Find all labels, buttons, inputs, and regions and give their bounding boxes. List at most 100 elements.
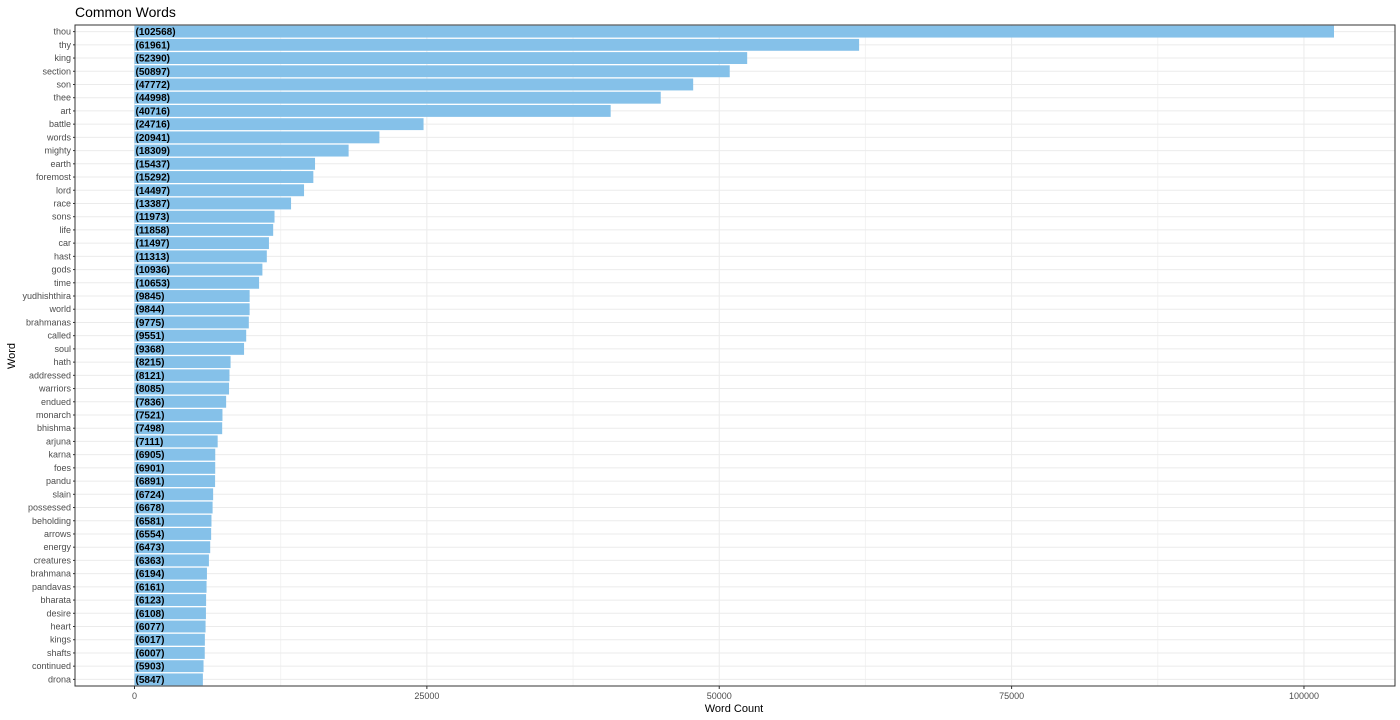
data-label: (9775) [136, 318, 165, 329]
bar-beholding [134, 514, 212, 527]
bar-slain [134, 488, 214, 501]
bar-kings [134, 633, 205, 646]
data-label: (44998) [136, 93, 170, 104]
data-label: (8215) [136, 358, 165, 369]
bar-called [134, 329, 247, 342]
bar-life [134, 223, 274, 236]
y-tick-label: kings [50, 635, 72, 645]
x-tick-label: 50000 [707, 691, 732, 701]
data-label: (9368) [136, 344, 165, 355]
data-label: (10936) [136, 265, 170, 276]
bar-sons [134, 210, 275, 223]
data-label: (102568) [136, 27, 176, 38]
bar-car [134, 237, 269, 250]
y-tick-label: energy [43, 542, 71, 552]
y-tick-label: heart [50, 622, 71, 632]
y-tick-label: foes [54, 463, 72, 473]
y-tick-label: race [53, 198, 71, 208]
bar-arrows [134, 528, 212, 540]
y-tick-label: shafts [47, 648, 72, 658]
y-tick-label: slain [52, 489, 71, 499]
x-tick-label: 0 [132, 691, 137, 701]
bar-addressed [134, 369, 230, 382]
bar-monarch [134, 409, 223, 421]
y-tick-label: bharata [40, 595, 71, 605]
bar-creatures [134, 554, 209, 567]
y-tick-label: thou [53, 27, 71, 37]
data-label: (6363) [136, 556, 165, 567]
y-tick-label: world [48, 304, 71, 314]
data-label: (6017) [136, 635, 165, 646]
y-tick-label: hast [54, 251, 72, 261]
bar-shafts [134, 647, 205, 659]
data-label: (6678) [136, 503, 165, 514]
y-tick-label: drona [48, 674, 71, 684]
data-label: (61961) [136, 40, 170, 51]
y-tick-label: arrows [44, 529, 72, 539]
bar-mighty [134, 144, 349, 157]
y-tick-label: endued [41, 397, 71, 407]
bar-bhishma [134, 422, 223, 435]
y-tick-label: car [58, 238, 71, 248]
bar-battle [134, 118, 424, 131]
y-tick-label: warriors [38, 384, 72, 394]
y-tick-label: karna [48, 450, 71, 460]
x-axis-label: Word Count [704, 703, 764, 715]
y-tick-label: hath [53, 357, 71, 367]
data-label: (15437) [136, 159, 170, 170]
data-label: (7498) [136, 424, 165, 435]
axes-layer: thou thy king section son thee art battle words m… [22, 27, 1319, 701]
data-label: (11973) [136, 212, 170, 223]
bar-brahmana [134, 567, 207, 580]
x-tick-label: 75000 [999, 691, 1024, 701]
data-label: (9844) [136, 305, 165, 316]
x-tick-label: 25000 [414, 691, 439, 701]
data-label: (6161) [136, 582, 165, 593]
y-tick-label: creatures [33, 555, 71, 565]
data-label: (11497) [136, 239, 170, 250]
y-tick-label: thee [53, 93, 71, 103]
bar-time [134, 276, 260, 289]
bar-brahmanas [134, 316, 249, 329]
bar-words [134, 131, 380, 144]
data-label: (6077) [136, 622, 165, 633]
x-tick-label: 100000 [1289, 691, 1319, 701]
y-tick-label: pandu [46, 476, 71, 486]
bar-lord [134, 184, 305, 197]
bar-foremost [134, 171, 314, 183]
data-label: (6901) [136, 463, 165, 474]
data-label: (50897) [136, 67, 170, 78]
y-tick-label: soul [54, 344, 71, 354]
bar-bharata [134, 594, 207, 607]
bar-energy [134, 541, 211, 554]
data-label: (8121) [136, 371, 165, 382]
y-tick-label: pandavas [32, 582, 72, 592]
bar-earth [134, 157, 316, 170]
bar-karna [134, 448, 216, 461]
y-tick-label: sons [52, 212, 72, 222]
bar-thy [134, 38, 860, 51]
data-label: (18309) [136, 146, 170, 157]
bar-drona [134, 673, 203, 686]
bar-endued [134, 395, 227, 408]
bar-warriors [134, 382, 230, 395]
y-tick-label: gods [51, 265, 71, 275]
data-label: (6194) [136, 569, 165, 580]
y-tick-label: continued [32, 661, 71, 671]
data-label: (6724) [136, 490, 165, 501]
y-tick-label: called [47, 331, 71, 341]
y-tick-label: thy [59, 40, 72, 50]
data-label: (6905) [136, 450, 165, 461]
bar-pandu [134, 475, 216, 488]
bar-hast [134, 250, 267, 263]
y-tick-label: king [54, 53, 71, 63]
y-tick-label: bhishma [37, 423, 71, 433]
bar-thou [134, 25, 1334, 38]
data-label: (7521) [136, 410, 165, 421]
bar-foes [134, 461, 216, 474]
bar-pandavas [134, 580, 207, 593]
data-label: (47772) [136, 80, 170, 91]
bars-layer [134, 25, 1334, 686]
bar-soul [134, 342, 245, 355]
data-label: (6108) [136, 609, 165, 620]
